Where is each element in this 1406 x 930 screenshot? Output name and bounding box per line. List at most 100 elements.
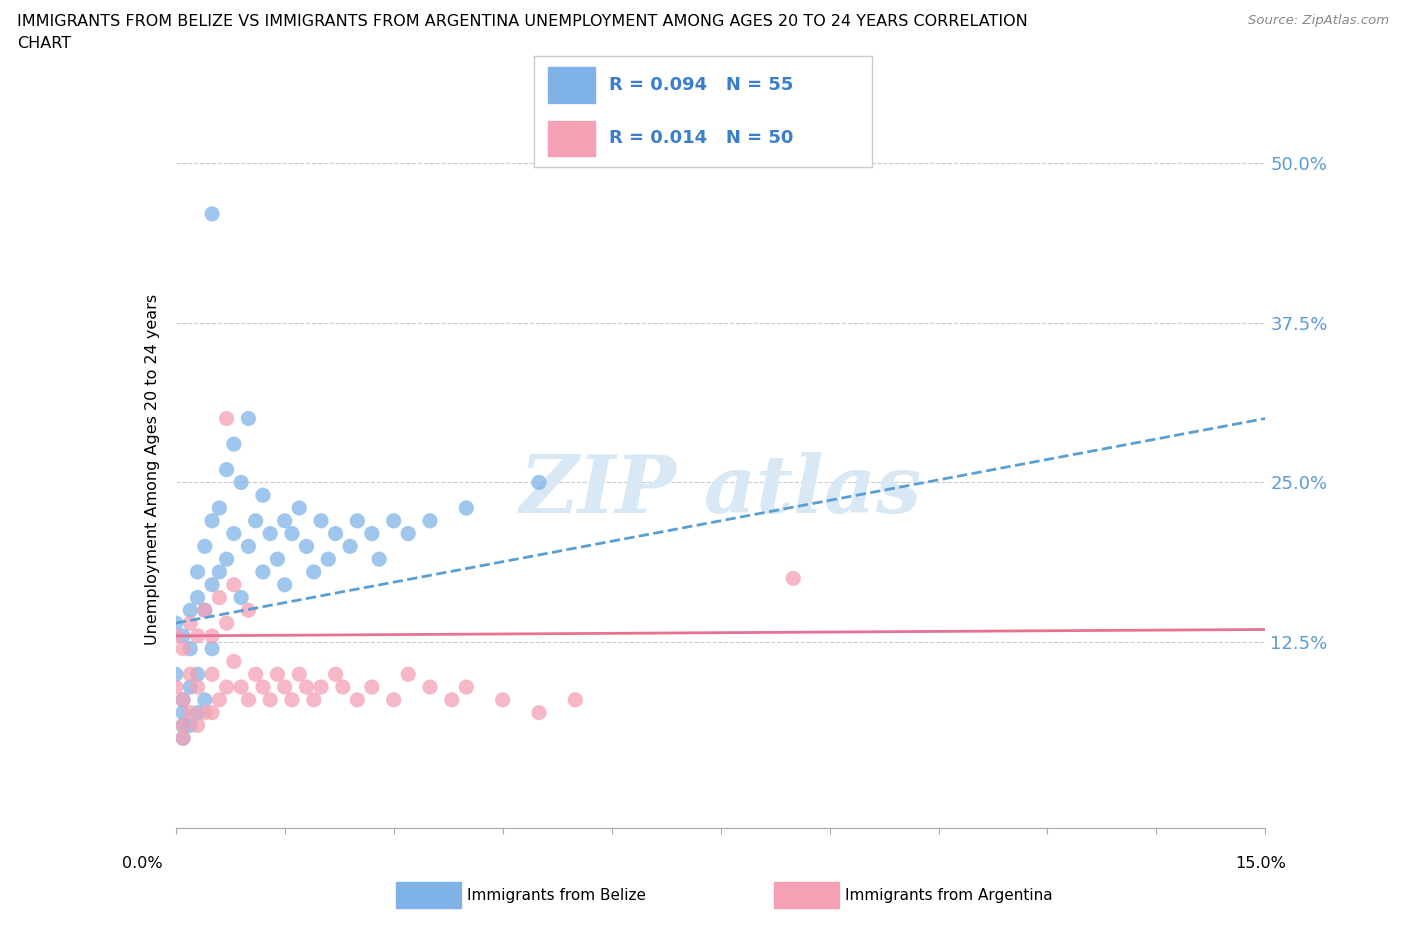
Point [215,462,238,477]
Bar [548,67,595,102]
Text: Immigrants from Belize: Immigrants from Belize [467,887,645,903]
Point [172,731,194,746]
Point [266,551,288,566]
Point [419,513,441,528]
Point [564,692,586,708]
Point [339,539,361,554]
Point [172,718,194,733]
Text: 0.0%: 0.0% [122,856,163,870]
Point [208,565,231,579]
Point [274,513,297,528]
Point [419,680,441,695]
Point [782,571,804,586]
Point [288,500,311,515]
Point [368,551,391,566]
Point [208,591,231,605]
Point [382,513,405,528]
Point [215,551,238,566]
Point [172,642,194,657]
Point [252,680,274,695]
Point [201,513,224,528]
Point [186,591,209,605]
Point [165,616,187,631]
Text: IMMIGRANTS FROM BELIZE VS IMMIGRANTS FROM ARGENTINA UNEMPLOYMENT AMONG AGES 20 T: IMMIGRANTS FROM BELIZE VS IMMIGRANTS FRO… [17,14,1028,51]
Point [172,731,194,746]
Point [396,667,419,682]
Point [179,603,201,618]
Point [194,539,217,554]
Point [201,667,224,682]
Point [245,513,267,528]
Point [274,578,297,592]
Point [238,603,260,618]
Point [179,705,201,720]
Point [186,667,209,682]
Point [179,718,201,733]
Point [252,565,274,579]
Point [201,705,224,720]
Point [231,680,253,695]
Point [360,680,382,695]
Text: ZIP atlas: ZIP atlas [519,452,922,530]
Bar [548,121,595,156]
Point [245,667,267,682]
Point [259,526,281,541]
Point [186,680,209,695]
Text: R = 0.014   N = 50: R = 0.014 N = 50 [609,129,793,147]
Point [186,718,209,733]
Point [231,591,253,605]
Point [396,526,419,541]
Point [179,680,201,695]
Point [165,680,187,695]
Point [266,667,288,682]
Point [172,692,194,708]
Point [194,603,217,618]
Point [172,705,194,720]
Point [222,526,245,541]
Point [194,603,217,618]
Text: 15.0%: 15.0% [1236,856,1286,870]
Point [456,680,478,695]
Point [492,692,515,708]
Point [302,565,325,579]
Point [238,692,260,708]
Point [456,500,478,515]
Point [165,667,187,682]
Point [172,718,194,733]
Point [281,526,304,541]
Point [186,565,209,579]
Y-axis label: Unemployment Among Ages 20 to 24 years: Unemployment Among Ages 20 to 24 years [145,294,160,645]
Point [186,629,209,644]
Point [238,411,260,426]
Point [215,616,238,631]
Point [274,680,297,695]
Point [215,411,238,426]
Text: Source: ZipAtlas.com: Source: ZipAtlas.com [1249,14,1389,27]
Point [302,692,325,708]
Bar [773,883,839,908]
Point [201,642,224,657]
Point [179,616,201,631]
Point [440,692,463,708]
Point [186,705,209,720]
Point [179,642,201,657]
Point [194,705,217,720]
Point [309,680,332,695]
Point [172,629,194,644]
Point [295,539,318,554]
Point [231,475,253,490]
Point [179,667,201,682]
Point [238,539,260,554]
Point [222,436,245,451]
Point [332,680,354,695]
Point [222,654,245,669]
Text: R = 0.094   N = 55: R = 0.094 N = 55 [609,76,793,94]
Point [172,692,194,708]
Point [309,513,332,528]
Point [318,551,340,566]
Point [527,475,550,490]
Point [281,692,304,708]
Point [288,667,311,682]
Point [360,526,382,541]
Point [382,692,405,708]
